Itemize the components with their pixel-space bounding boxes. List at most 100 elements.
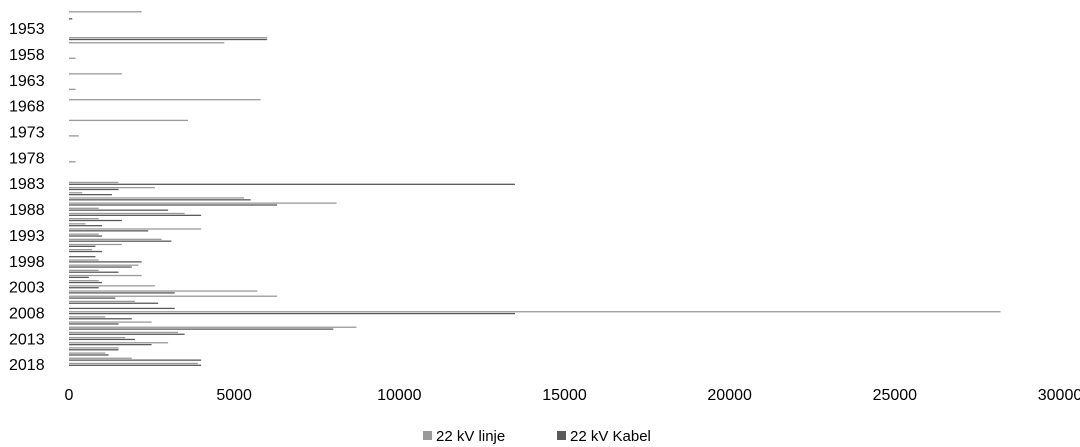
bar-22-kv-kabel-1992: [69, 230, 149, 232]
y-tick-label: 1978: [9, 150, 45, 167]
bar-22-kv-kabel-1988: [69, 209, 169, 211]
bar-22-kv-linje-2009: [69, 316, 106, 318]
bar-22-kv-kabel-2014: [69, 343, 152, 346]
bar-22-kv-linje-1996: [69, 249, 93, 251]
bar-22-kv-kabel-1986: [69, 199, 251, 201]
bar-22-kv-linje-2011: [69, 326, 357, 328]
bar-22-kv-kabel-2016: [69, 354, 109, 356]
bar-22-kv-kabel-2015: [69, 349, 119, 351]
bar-22-kv-kabel-1955: [69, 38, 268, 41]
bar-22-kv-linje-1971: [69, 119, 188, 122]
bar-22-kv-linje-2018: [69, 362, 198, 365]
legend-label: 22 kV linje: [436, 428, 505, 445]
bar-22-kv-kabel-2008: [69, 312, 515, 315]
legend: 22 kV linje 22 kV Kabel: [423, 428, 651, 445]
bar-22-kv-kabel-1991: [69, 225, 103, 227]
y-tick-label: 1988: [9, 202, 45, 219]
bar-22-kv-kabel-1993: [69, 235, 103, 237]
y-tick-label: 1968: [9, 99, 45, 116]
bar-22-kv-linje-1962: [69, 73, 122, 75]
bar-22-kv-kabel-2007: [69, 307, 175, 310]
bar-22-kv-kabel-1989: [69, 214, 202, 216]
bar-22-kv-linje-1950: [69, 11, 142, 13]
bar-22-kv-linje-1988: [69, 207, 99, 209]
bar-22-kv-linje-2010: [69, 321, 152, 323]
x-tick-label: 10000: [377, 387, 422, 404]
bar-22-kv-linje-1987: [69, 202, 337, 204]
bar-22-kv-kabel-1998: [69, 261, 142, 263]
y-tick-label: 1953: [9, 21, 45, 38]
bar-22-kv-kabel-1995: [69, 245, 96, 248]
bar-22-kv-kabel-2001: [69, 276, 89, 279]
y-tick-label: 2013: [9, 331, 45, 348]
bar-22-kv-linje-2006: [69, 300, 136, 303]
y-tick-label: 1963: [9, 73, 45, 90]
bars-group: [69, 11, 1001, 366]
legend-label: 22 kV Kabel: [570, 428, 651, 445]
bar-22-kv-kabel-2006: [69, 302, 159, 304]
bar-22-kv-linje-2004: [69, 290, 258, 292]
bar-22-kv-kabel-1987: [69, 204, 278, 206]
x-tick-label: 20000: [707, 387, 752, 404]
bar-22-kv-linje-1993: [69, 233, 99, 235]
bar-22-kv-linje-2013: [69, 336, 126, 339]
bar-22-kv-linje-1983: [69, 181, 119, 184]
bar-22-kv-linje-2015: [69, 347, 119, 349]
bar-22-kv-kabel-2018: [69, 364, 202, 366]
bar-22-kv-linje-1955: [69, 36, 268, 39]
bar-22-kv-linje-1974: [69, 135, 79, 137]
bar-22-kv-linje-2008: [69, 311, 1001, 313]
bar-22-kv-kabel-2009: [69, 318, 132, 320]
bar-22-kv-linje-1990: [69, 217, 99, 220]
bar-22-kv-linje-1985: [69, 192, 83, 194]
legend-item: 22 kV Kabel: [557, 428, 651, 445]
y-tick-label: 1958: [9, 47, 45, 64]
bar-22-kv-linje-2002: [69, 280, 99, 282]
x-axis-ticks: 0 5000 10000 15000 20000 25000 30000: [65, 387, 1080, 404]
bar-22-kv-kabel-2013: [69, 338, 136, 341]
bar-22-kv-linje-1959: [69, 57, 76, 59]
x-tick-label: 15000: [542, 387, 587, 404]
x-tick-label: 25000: [873, 387, 918, 404]
bar-22-kv-linje-1992: [69, 228, 202, 230]
y-tick-label: 1998: [9, 254, 45, 271]
y-tick-label: 1993: [9, 228, 45, 245]
bar-22-kv-linje-2003: [69, 285, 155, 287]
bar-22-kv-kabel-2004: [69, 292, 175, 294]
bar-22-kv-linje-1986: [69, 197, 245, 199]
legend-swatch: [557, 431, 566, 440]
x-tick-label: 30000: [1038, 387, 1080, 404]
y-tick-label: 1983: [9, 176, 45, 193]
bar-22-kv-kabel-2012: [69, 333, 185, 335]
bar-22-kv-kabel-1994: [69, 240, 172, 242]
bar-22-kv-kabel-1997: [69, 256, 96, 258]
bar-22-kv-kabel-1990: [69, 219, 122, 222]
bar-22-kv-kabel-2000: [69, 271, 119, 273]
bar-22-kv-kabel-2002: [69, 281, 103, 284]
y-tick-label: 1973: [9, 125, 45, 142]
bar-22-kv-linje-1965: [69, 88, 76, 91]
bar-22-kv-linje-2005: [69, 295, 278, 297]
legend-item: 22 kV linje: [423, 428, 505, 445]
bar-22-kv-linje-2014: [69, 342, 169, 344]
bar-22-kv-linje-1967: [69, 99, 261, 101]
bar-22-kv-linje-1984: [69, 186, 155, 189]
y-tick-label: 2018: [9, 357, 45, 374]
bar-22-kv-linje-1998: [69, 259, 99, 261]
y-axis-ticks: 1953 1958 1963 1968 1973 1978 1983 1988 1993 1998…: [9, 21, 45, 374]
bar-22-kv-kabel-1996: [69, 250, 103, 253]
bar-22-kv-linje-1994: [69, 238, 162, 240]
x-tick-label: 0: [65, 387, 74, 404]
x-tick-label: 5000: [216, 387, 252, 404]
bar-22-kv-kabel-2011: [69, 328, 334, 330]
bar-22-kv-kabel-1999: [69, 266, 132, 268]
bar-22-kv-linje-1991: [69, 223, 86, 225]
bar-22-kv-kabel-2017: [69, 359, 202, 361]
bar-22-kv-kabel-1983: [69, 183, 515, 185]
bar-22-kv-linje-1989: [69, 212, 185, 215]
bar-22-kv-linje-1999: [69, 264, 139, 266]
bar-22-kv-kabel-2010: [69, 323, 119, 325]
bar-22-kv-kabel-2005: [69, 297, 116, 299]
bar-22-kv-linje-1995: [69, 243, 122, 246]
